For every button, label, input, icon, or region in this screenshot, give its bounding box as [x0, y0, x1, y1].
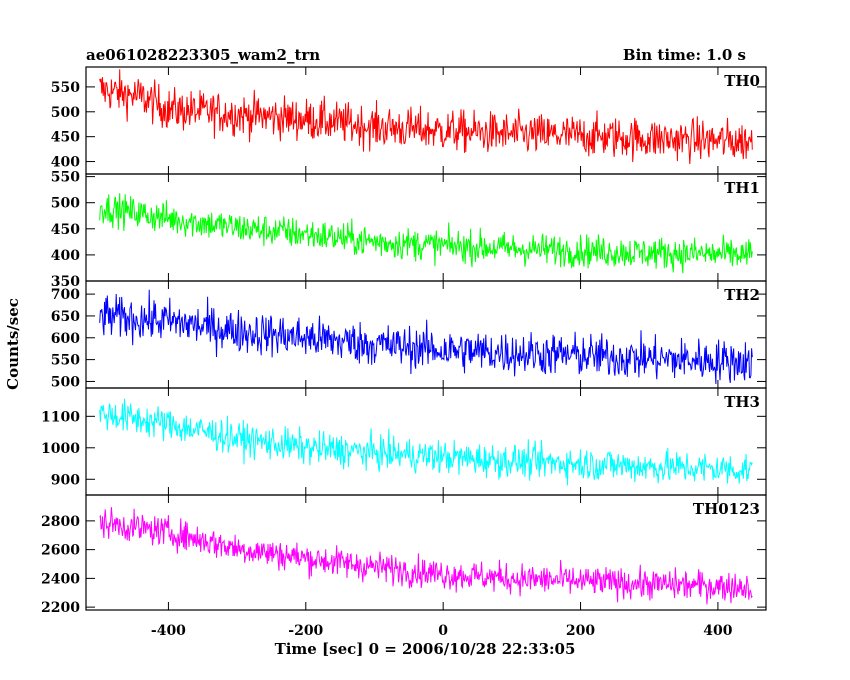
series-th0-line	[99, 69, 753, 165]
y-tick-label: 400	[51, 155, 80, 171]
series-label-th1: TH1	[724, 179, 760, 197]
y-tick-label: 550	[51, 80, 80, 96]
y-tick-label: 400	[51, 248, 80, 264]
panel-th2: 500 550 600 650 700 TH2	[51, 280, 767, 390]
y-axis-label: Counts/sec	[4, 298, 22, 390]
panel-th1: 350 400 450 500 550 TH1	[51, 170, 767, 290]
series-label-th0: TH0	[724, 72, 760, 90]
y-tick-label: 2400	[41, 571, 80, 587]
y-tick-label: 600	[51, 331, 80, 347]
y-tick-label: 2200	[41, 600, 80, 616]
x-axis-label: Time [sec] 0 = 2006/10/28 22:33:05	[275, 640, 576, 658]
x-tick-label: 0	[438, 623, 448, 639]
y-tick-label: 2800	[41, 514, 80, 530]
y-tick-label: 500	[51, 196, 80, 212]
y-tick-label: 900	[51, 472, 80, 488]
y-tick-label: 350	[51, 274, 80, 290]
panel-frame	[85, 66, 767, 175]
y-tick-label: 700	[51, 287, 80, 303]
x-tick-label: 400	[703, 623, 732, 639]
series-th3-line	[99, 398, 753, 486]
y-tick-label: 450	[51, 130, 80, 146]
bin-time-label: Bin time: 1.0 s	[623, 46, 746, 64]
panel-th0: 400 450 500 550 TH0	[51, 66, 767, 175]
figure-title: ae061028223305_wam2_trn	[86, 46, 320, 64]
panel-frame	[85, 387, 767, 496]
x-tick-label: 200	[566, 623, 595, 639]
x-tick-label: -200	[288, 623, 323, 639]
y-tick-label: 2600	[41, 543, 80, 559]
series-label-th3: TH3	[724, 393, 760, 411]
x-tick-label: -400	[151, 623, 186, 639]
y-tick-label: 650	[51, 309, 80, 325]
series-th1-line	[99, 193, 753, 274]
panel-th0123: 2200 2400 2600 2800 TH0123 -400 -200 0 200 400	[41, 494, 767, 639]
y-tick-label: 550	[51, 353, 80, 369]
panel-frame	[85, 494, 767, 611]
y-tick-label: 450	[51, 222, 80, 238]
series-label-th2: TH2	[724, 286, 760, 304]
y-tick-label: 1100	[41, 409, 80, 425]
series-label-th0123: TH0123	[693, 500, 760, 518]
series-th2-line	[99, 289, 753, 385]
panel-th3: 900 1000 1100 TH3	[41, 387, 767, 496]
y-tick-label: 1000	[41, 441, 80, 457]
y-tick-label: 550	[51, 170, 80, 186]
series-th0123-line	[99, 507, 753, 605]
y-tick-label: 500	[51, 374, 80, 390]
panels-group: 400 450 500 550 TH0 350 400 450 500 550 TH1 500 550 6…	[41, 66, 767, 639]
y-tick-label: 500	[51, 105, 80, 121]
